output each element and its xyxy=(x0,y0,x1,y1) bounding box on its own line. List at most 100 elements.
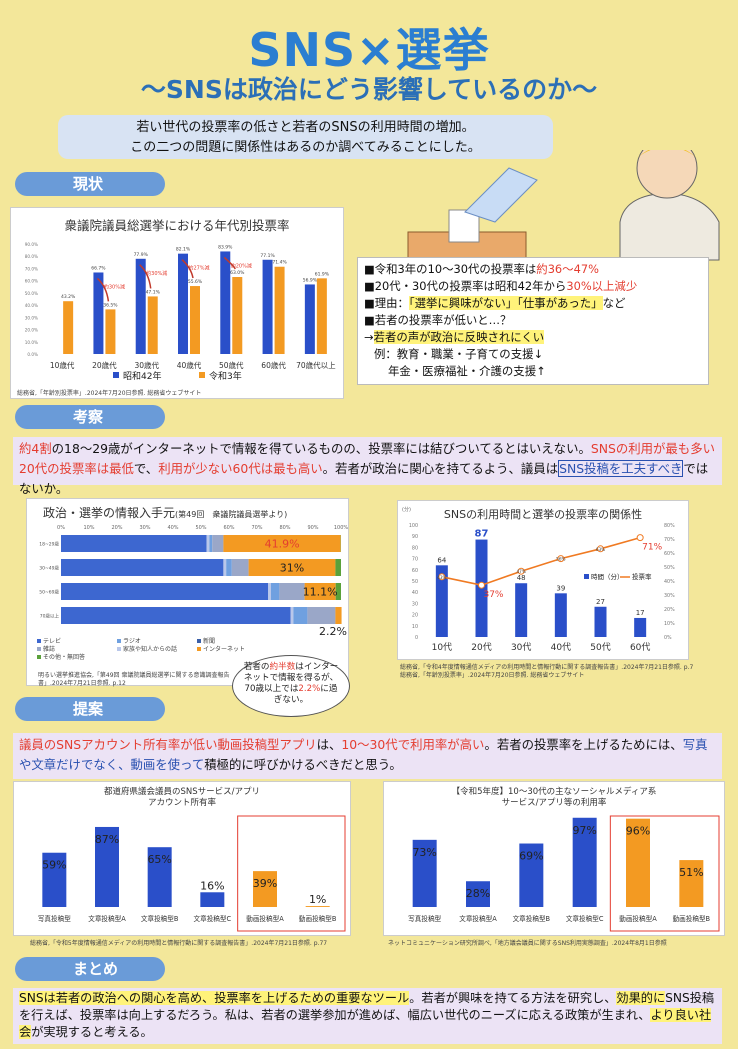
x-tick-label: 動画投稿型A xyxy=(246,914,284,923)
chart-title: サービス/アプリ等の利用率 xyxy=(502,797,607,808)
y-tick-label: 30.0% xyxy=(25,315,38,320)
y-tick-right: 40% xyxy=(664,579,675,585)
drop-annotation: 約27%減 xyxy=(188,265,209,272)
stack-segment xyxy=(304,583,336,600)
turnout-label: 37% xyxy=(483,590,503,600)
minutes-label: 64 xyxy=(437,556,446,564)
analysis-highlight: SNSの利用が最も多い20代の投票率は最低 xyxy=(19,441,715,476)
minutes-bar xyxy=(435,565,448,637)
x-tick-label: 20% xyxy=(111,525,122,531)
app-bar xyxy=(42,852,67,907)
callout-highlight: 2.2% xyxy=(298,684,321,694)
bar-r3-label: 71.4% xyxy=(272,260,287,266)
media-chart-title-wrap: 政治・選挙の情報入手元(第49回 衆議院議員選挙より) xyxy=(43,504,348,521)
x-tick-label: 写真投稿型 xyxy=(408,914,441,923)
legend-label: 時間（分） xyxy=(591,572,624,581)
turnout-label: 47% xyxy=(517,569,526,574)
app-value-label: 69% xyxy=(519,850,543,863)
bar-r3 xyxy=(63,301,74,354)
app-bar xyxy=(412,839,437,907)
proposal-highlight: 写真や文章だけでなく、動画を使って xyxy=(19,737,708,772)
stack-segment xyxy=(248,559,336,576)
legislator-sns-source: 総務省,「令和5年度情報通信メディアの利用時間と情報行動に関する調査報告書」.2… xyxy=(30,940,328,947)
drop-annotation: 約20%減 xyxy=(231,262,252,269)
app-bar xyxy=(253,871,277,907)
x-tick-label: 0% xyxy=(57,525,65,531)
fact-text: ■理由： xyxy=(364,296,409,310)
media-chart-panel: 政治・選挙の情報入手元(第49回 衆議院議員選挙より) 0% 10% 20% 30% 4… xyxy=(26,498,349,686)
section-current: 現状 xyxy=(15,172,165,196)
drop-arrow-icon xyxy=(139,264,152,289)
person-head-icon xyxy=(636,150,698,199)
y-tick-left: 10 xyxy=(412,624,418,630)
fact-line: 年金・医療福祉・介護の支援↑ xyxy=(388,364,546,378)
y-axis-unit: (分) xyxy=(402,506,411,513)
net-share-label: 2.2% xyxy=(319,625,347,638)
video-apps-highlight-frame xyxy=(609,815,720,932)
proposal-text: 議員のSNSアカウント所有率が低い動画投稿型アプリは、10～30代で利用率が高い… xyxy=(13,733,722,779)
legend-swatch-r3 xyxy=(199,372,205,378)
analysis-text: 約4割の18～29歳がインターネットで情報を得ているものの、投票率には結びついて… xyxy=(13,437,722,496)
app-value-label: 51% xyxy=(679,866,703,879)
app-value-label: 73% xyxy=(412,846,436,859)
callout-text: に過ぎない。 xyxy=(273,684,338,705)
drop-arrow-icon xyxy=(96,277,110,302)
legend-swatch xyxy=(197,639,201,643)
x-tick-label: 70歳代以上 xyxy=(296,360,336,370)
y-tick-right: 10% xyxy=(664,621,675,627)
turnout-chart-source: 総務省,「年齢別投票率」.2024年7月20日参照. 総務省ウェブサイト xyxy=(17,390,202,397)
x-tick-label: 90% xyxy=(307,525,318,531)
turnout-point xyxy=(517,567,525,575)
y-tick-right: 70% xyxy=(664,537,675,543)
y-tick-label: 90.0% xyxy=(25,242,38,247)
bar-s42-label: 77.9% xyxy=(134,252,149,258)
drop-arrow-icon xyxy=(181,259,194,279)
summary-span: が実現すると考える。 xyxy=(31,1025,153,1039)
sns-turnout-chart-panel: SNSの利用時間と選挙の投票率の関係性 (分) 0 10 20 30 40 50 60 70 80 9… xyxy=(397,500,689,660)
y-tick-left: 0 xyxy=(415,635,418,641)
bar-s42 xyxy=(262,259,273,354)
turnout-label: 43% xyxy=(437,575,446,580)
chart-title: アカウント所有率 xyxy=(148,797,217,808)
stack-segment xyxy=(307,607,336,624)
y-tick-right: 30% xyxy=(664,593,675,599)
callout-bubble: 若者の約半数はインターネットで情報を得るが、70歳以上では2.2%に過ぎない。 xyxy=(232,655,350,717)
legend-swatch xyxy=(37,655,41,659)
y-tick-label: 70.0% xyxy=(25,266,38,271)
y-tick-label: 60.0% xyxy=(25,279,38,284)
bar-r3-label: 63.0% xyxy=(230,270,245,276)
analysis-highlight: 約4割 xyxy=(19,441,52,456)
turnout-label: 71% xyxy=(642,543,662,553)
bar-r3 xyxy=(105,309,116,354)
poster-title: SNS×選挙 xyxy=(248,23,490,77)
stack-segment xyxy=(226,559,232,576)
x-tick-label: 30% xyxy=(139,525,150,531)
turnout-label: 56% xyxy=(556,557,565,562)
x-tick-label: 60代 xyxy=(630,642,650,653)
analysis-highlight: 利用が少ない60代は最も高い xyxy=(158,461,323,476)
fact-line: ■若者の投票率が低いと…？ xyxy=(364,313,512,327)
bar-r3-label: 61.9% xyxy=(315,271,330,277)
x-tick-label: 文章投稿型A xyxy=(459,914,497,923)
bar-s42 xyxy=(304,284,315,354)
summary-span: 。若者が興味を持てる方法を研究し、 xyxy=(409,991,617,1005)
turnout-chart: 0.0% 10.0% 20.0% 30.0% 40.0% 50.0% 60.0% 70.0% 8… xyxy=(25,242,336,382)
app-bar xyxy=(572,817,597,907)
section-proposal: 提案 xyxy=(15,697,165,721)
x-tick-label: 10歳代 xyxy=(50,360,75,370)
x-tick-label: 20代 xyxy=(471,642,491,653)
turnout-chart-panel: 衆議院議員総選挙における年代別投票率 0.0% 10.0% 20.0% 30.0% 40… xyxy=(10,207,344,399)
drop-arrow-icon xyxy=(223,256,236,270)
bar-s42 xyxy=(93,272,104,354)
fact-text: ■20代・30代の投票率は昭和42年から xyxy=(364,279,567,293)
fact-line: 例：教育・職業・子育ての支援↓ xyxy=(374,347,544,361)
stack-segment xyxy=(279,583,305,600)
chart-title: 【令和5年度】10～30代の主なソーシャルメディア系 xyxy=(452,786,657,797)
app-value-label: 97% xyxy=(572,824,596,837)
app-bar xyxy=(679,860,704,907)
x-tick-label: 文章投稿型C xyxy=(566,914,604,923)
x-tick-label: 50% xyxy=(195,525,206,531)
legend-label: 新聞 xyxy=(203,637,215,645)
legend-swatch xyxy=(37,647,41,651)
minutes-label: 48 xyxy=(517,574,526,582)
